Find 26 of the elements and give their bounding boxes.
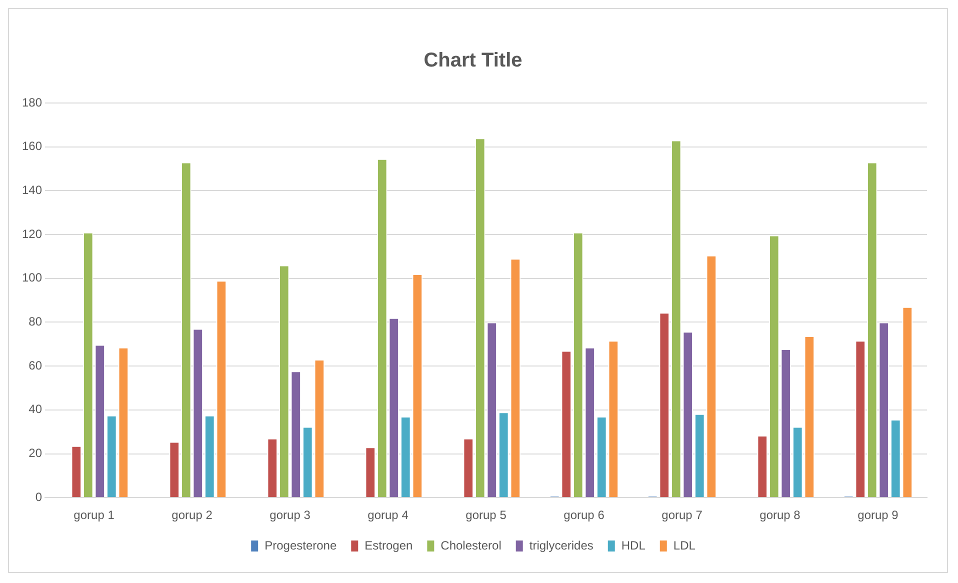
x-tick-label: gorup 4 — [368, 508, 409, 522]
y-tick-label: 140 — [22, 183, 42, 197]
y-tick-label: 120 — [22, 226, 42, 241]
x-tick-label: gorup 7 — [662, 508, 703, 522]
y-tick-label: 20 — [28, 446, 42, 460]
y-tick-label: 60 — [28, 358, 42, 372]
y-tick-label: 0 — [35, 490, 42, 504]
legend-label: Cholesterol — [440, 538, 502, 552]
y-tick-label: 100 — [22, 270, 42, 285]
legend-label: LDL — [673, 538, 696, 552]
y-tick-label: 160 — [22, 139, 42, 154]
x-tick-label: gorup 8 — [760, 508, 801, 522]
x-tick-label: gorup 9 — [858, 508, 899, 522]
chart-title: Chart Title — [424, 50, 522, 72]
x-tick-label: gorup 5 — [466, 508, 507, 522]
legend-label: triglycerides — [529, 538, 594, 552]
legend-label: Progesterone — [264, 538, 337, 552]
y-tick-label: 80 — [28, 314, 42, 329]
x-tick-label: gorup 3 — [270, 508, 311, 522]
legend-label: Estrogen — [364, 538, 413, 552]
x-tick-label: gorup 6 — [564, 508, 605, 522]
y-tick-label: 180 — [22, 95, 42, 110]
y-tick-label: 40 — [28, 402, 42, 416]
x-tick-label: gorup 1 — [74, 508, 115, 522]
x-tick-label: gorup 2 — [172, 508, 213, 522]
legend-label: HDL — [621, 538, 646, 552]
